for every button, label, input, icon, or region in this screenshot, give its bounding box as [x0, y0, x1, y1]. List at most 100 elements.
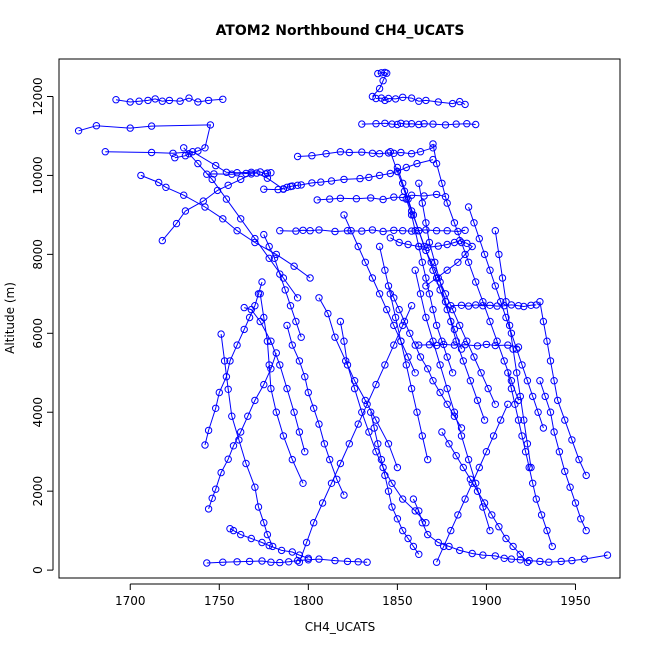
y-axis: 0 2000 4000 6000 8000 10000 12000 — [31, 77, 54, 574]
data-point — [390, 193, 398, 201]
data-point — [270, 254, 279, 262]
data-point — [306, 227, 314, 235]
data-point — [486, 266, 494, 274]
data-point — [443, 400, 451, 408]
data-point — [440, 542, 448, 551]
data-point — [391, 313, 400, 322]
data-point — [251, 483, 259, 491]
data-point — [495, 523, 503, 531]
data-point — [475, 234, 483, 243]
data-point — [452, 337, 460, 345]
data-point — [454, 227, 462, 236]
data-point — [486, 317, 494, 326]
data-segment — [464, 203, 548, 432]
data-segment — [240, 303, 309, 456]
data-point — [336, 459, 345, 468]
series-line — [414, 270, 491, 531]
data-point — [491, 227, 499, 235]
data-segment — [295, 302, 416, 566]
data-point — [375, 150, 384, 158]
data-point — [504, 341, 512, 349]
data-point — [263, 169, 272, 177]
data-point — [450, 408, 459, 416]
data-point — [288, 182, 296, 190]
series-line — [206, 558, 368, 564]
series-line — [539, 380, 587, 531]
data-point — [422, 274, 430, 282]
data-point — [413, 159, 421, 168]
data-point — [228, 170, 236, 178]
data-point — [265, 254, 273, 262]
series-line — [229, 528, 309, 559]
data-point — [204, 426, 213, 435]
data-point — [422, 246, 430, 255]
data-point — [377, 455, 386, 464]
data-point — [395, 238, 403, 247]
data-point — [169, 149, 177, 158]
data-point — [409, 495, 418, 503]
data-point — [381, 266, 389, 274]
data-point — [407, 150, 416, 158]
data-point — [242, 169, 250, 178]
data-point — [420, 242, 428, 251]
data-point — [233, 558, 241, 566]
data-point — [224, 181, 232, 190]
data-segment — [411, 266, 494, 535]
data-point — [185, 150, 193, 158]
data-point — [318, 499, 327, 507]
data-point — [561, 467, 569, 476]
data-point — [520, 416, 528, 424]
data-point — [222, 195, 231, 203]
data-point — [463, 239, 471, 248]
data-point — [561, 416, 569, 424]
data-point — [384, 487, 393, 495]
data-point — [240, 325, 248, 334]
data-point — [171, 154, 179, 162]
data-point — [276, 227, 284, 235]
data-point — [283, 384, 291, 393]
data-point — [532, 495, 540, 503]
data-point — [208, 494, 216, 502]
data-point — [429, 305, 437, 314]
data-point — [375, 171, 384, 180]
data-point — [279, 185, 288, 193]
series-line — [259, 293, 304, 484]
data-point — [502, 534, 510, 543]
data-point — [386, 234, 394, 242]
data-point — [251, 396, 259, 405]
data-point — [539, 424, 548, 432]
data-point — [265, 242, 273, 251]
data-point — [479, 298, 487, 306]
data-point — [536, 557, 544, 566]
data-point — [388, 479, 396, 487]
data-point — [331, 333, 339, 341]
data-point — [529, 479, 537, 487]
data-point — [367, 194, 375, 202]
data-point — [434, 242, 442, 250]
data-point — [472, 301, 480, 309]
series-line — [494, 230, 532, 468]
data-point — [290, 408, 298, 416]
data-point — [450, 325, 459, 334]
data-point — [388, 503, 396, 511]
data-point — [126, 98, 134, 106]
data-point — [479, 551, 487, 559]
data-point — [336, 317, 345, 326]
data-point — [543, 337, 551, 345]
data-point — [457, 345, 466, 353]
data-point — [242, 459, 250, 468]
data-point — [509, 345, 517, 353]
data-point — [304, 388, 312, 397]
data-point — [546, 357, 555, 365]
data-point — [212, 404, 220, 412]
data-point — [422, 519, 430, 527]
data-point — [368, 274, 377, 282]
x-tick-label: 1900 — [471, 594, 502, 608]
data-point — [381, 119, 389, 128]
data-segment — [217, 330, 277, 551]
x-tick-label: 1700 — [115, 594, 146, 608]
x-tick-label: 1800 — [293, 594, 324, 608]
data-point — [536, 377, 544, 385]
